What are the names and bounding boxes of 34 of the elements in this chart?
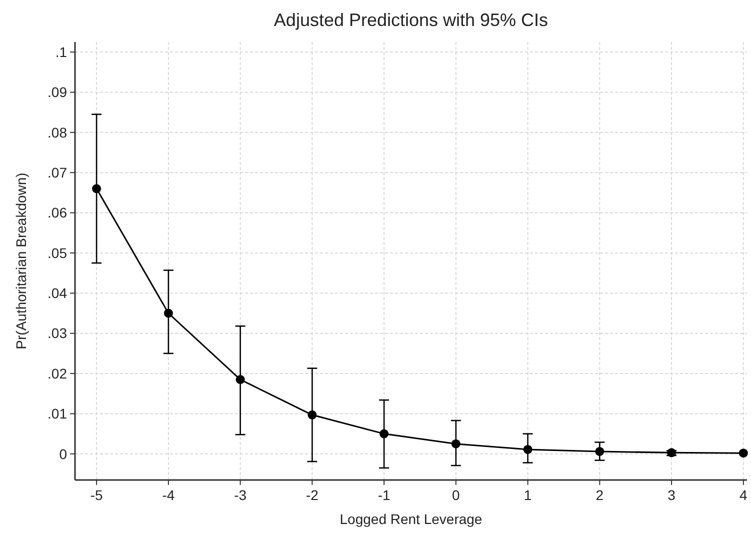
x-tick-label: -1 — [378, 487, 390, 503]
point — [380, 429, 389, 438]
y-tick-label: .05 — [48, 244, 68, 261]
point — [738, 448, 748, 458]
y-tick-label: .07 — [48, 164, 68, 180]
x-axis-title: Logged Rent Leverage — [340, 511, 482, 527]
y-tick-label: .1 — [55, 44, 68, 60]
point — [523, 444, 532, 454]
point — [164, 308, 173, 318]
x-tick-label: 2 — [596, 487, 604, 503]
x-tick-label: -3 — [234, 487, 247, 503]
point — [236, 375, 245, 384]
chart-title: Adjusted Predictions with 95% CIs — [274, 10, 548, 30]
y-tick-label: .08 — [48, 124, 68, 140]
y-tick-label: .04 — [48, 285, 68, 302]
x-tick-label: 3 — [668, 487, 676, 503]
x-tick-label: 1 — [524, 487, 532, 503]
point — [667, 448, 676, 458]
y-tick-label: .06 — [48, 204, 68, 221]
x-tick-label: -5 — [90, 487, 103, 503]
y-tick-label: .03 — [48, 325, 68, 342]
y-tick-label: 0 — [59, 446, 68, 462]
point — [308, 410, 317, 420]
x-tick-label: 0 — [452, 487, 460, 503]
y-tick-label: .01 — [48, 406, 68, 422]
y-tick-label: .02 — [48, 365, 68, 382]
x-tick-label: -2 — [306, 487, 319, 503]
x-tick-label: 4 — [740, 487, 748, 503]
y-axis-title: Pr(Authoritarian Breakdown) — [13, 172, 29, 350]
point — [92, 184, 102, 194]
point — [595, 446, 604, 456]
y-tick-label: .09 — [48, 84, 68, 100]
x-tick-label: -4 — [162, 487, 175, 503]
point — [451, 439, 460, 448]
